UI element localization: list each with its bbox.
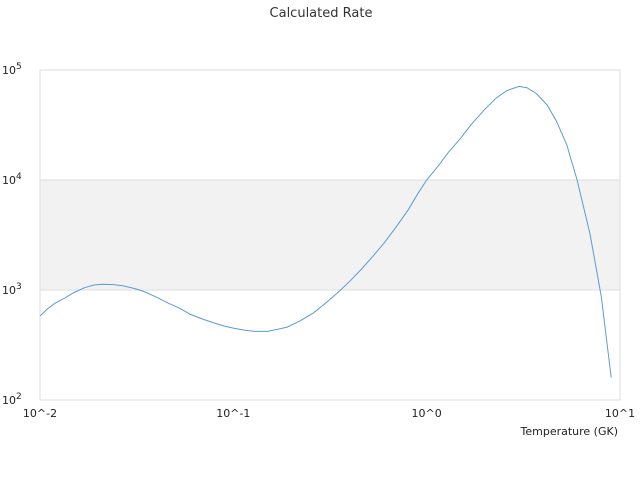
x-axis-label: Temperature (GK) bbox=[520, 425, 619, 438]
y-tick-label: 105 bbox=[2, 62, 22, 77]
y-band bbox=[40, 180, 620, 290]
x-axis: 10^-2 10^-1 10^0 10^1 bbox=[23, 407, 635, 420]
y-axis: 102 103 104 105 bbox=[2, 62, 22, 407]
series-line bbox=[39, 85, 612, 378]
y-tick-label: 104 bbox=[2, 172, 22, 187]
chart-title: Calculated Rate bbox=[270, 6, 373, 21]
y-tick-label: 102 bbox=[2, 392, 22, 407]
x-tick-label: 10^-2 bbox=[23, 407, 57, 420]
x-tick-label: 10^-1 bbox=[216, 407, 250, 420]
y-tick-label: 103 bbox=[2, 282, 22, 297]
x-tick-label: 10^0 bbox=[412, 407, 442, 420]
x-tick-label: 10^1 bbox=[605, 407, 635, 420]
plot-frame bbox=[39, 69, 621, 401]
